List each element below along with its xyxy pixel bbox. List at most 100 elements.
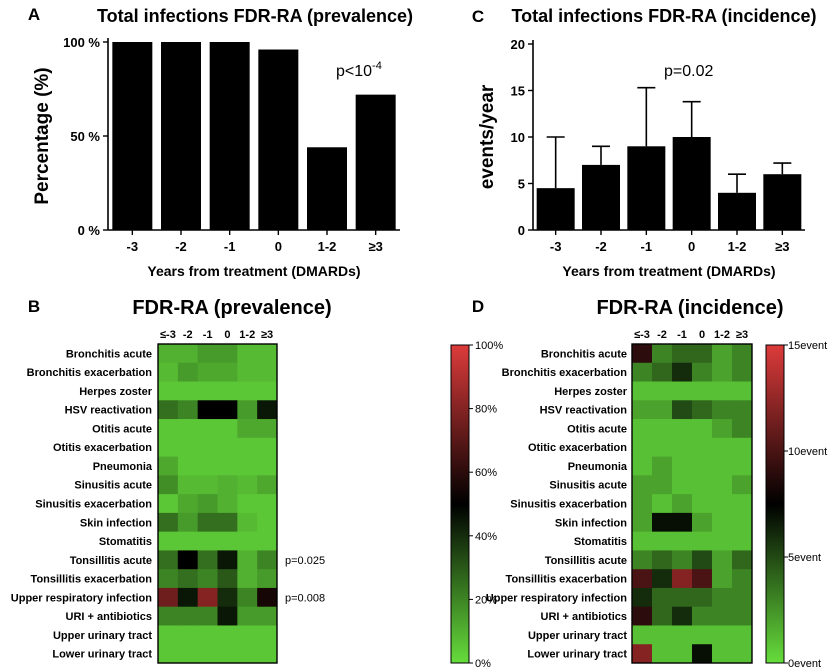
heatmap-cell (217, 456, 238, 476)
heatmap-cell (217, 381, 238, 401)
row-label: Sinusitis acute (74, 480, 152, 492)
heatmap-cell (652, 644, 673, 664)
heatmap-cell (672, 587, 693, 608)
column-label: ≥3 (261, 329, 273, 341)
heatmap-cell (732, 381, 753, 401)
bar (763, 174, 802, 230)
chart-title: Total infections FDR-RA (incidence) (511, 6, 816, 26)
heatmap-cell (652, 550, 673, 570)
heatmap-cell (197, 419, 218, 439)
heatmap-cell (632, 381, 653, 401)
p-value-text: p<10 (336, 63, 372, 80)
heatmap-cell (732, 437, 753, 457)
bar (307, 147, 347, 230)
column-label: -1 (203, 329, 213, 341)
heatmap-cell (197, 344, 218, 364)
row-label: Stomatitis (99, 536, 152, 548)
colorbar-label: 15event (788, 340, 827, 352)
row-label: Herpes zoster (554, 386, 627, 398)
heatmap-cell (632, 400, 653, 420)
heatmap-cell (177, 606, 199, 626)
heatmap-cell (197, 475, 218, 495)
colorbar (450, 344, 470, 664)
heatmap-cell (197, 512, 218, 533)
heatmap-cell (692, 381, 713, 401)
y-tick-label: 0 (518, 223, 525, 238)
panel-label: A (28, 5, 40, 24)
heatmap-cell (712, 475, 733, 495)
heatmap-cell (197, 456, 218, 476)
heatmap-cell (652, 437, 673, 457)
y-tick-label: 15 (511, 84, 525, 99)
bar-chart-a: A Total infections FDR-RA (prevalence) 0 %… (28, 5, 413, 279)
heatmap-cell (257, 644, 278, 664)
heatmap-cell (217, 437, 238, 457)
heatmap-cell (712, 512, 733, 533)
heatmap-cell (177, 550, 199, 570)
row-p-value: p=0.025 (285, 555, 325, 567)
heatmap-cell (732, 644, 753, 664)
heatmap-cell (257, 419, 278, 439)
row-label: Pneumonia (93, 461, 153, 473)
heatmap-cell (217, 362, 238, 382)
x-tick-label: -2 (175, 239, 187, 254)
row-label: Bronchitis acute (66, 348, 152, 360)
heatmap-cell (158, 362, 179, 382)
column-label: -2 (183, 329, 193, 341)
x-axis-label: Years from treatment (DMARDs) (147, 263, 360, 279)
row-label: Sinusitis exacerbation (35, 499, 152, 511)
x-tick-label: -2 (595, 239, 607, 254)
heatmap-cell (158, 550, 179, 570)
column-label: ≤-3 (160, 329, 176, 341)
chart-title: Total infections FDR-RA (prevalence) (97, 6, 413, 26)
heatmap-cell (197, 362, 218, 382)
heatmap-cell (672, 344, 693, 364)
heatmap-cell (197, 437, 218, 457)
heatmap-cell (237, 550, 258, 570)
x-tick-label: 1-2 (318, 239, 337, 254)
heatmap-cell (217, 606, 238, 626)
heatmap-cell (712, 531, 733, 551)
heatmap-cell (732, 362, 753, 382)
heatmap-cell (712, 569, 733, 589)
heatmap-cell (197, 531, 218, 551)
heatmap-cell (692, 625, 713, 645)
heatmap-cell (732, 456, 753, 476)
heatmap-cell (237, 494, 258, 514)
heatmap-cell (692, 644, 713, 664)
heatmap-cell (672, 400, 693, 420)
heatmap-cell (712, 456, 733, 476)
heatmap-cell (257, 362, 278, 382)
heatmap-cell (652, 606, 673, 626)
heatmap-cell (732, 531, 753, 551)
row-label: Sinusitis exacerbation (510, 499, 627, 511)
row-label: Tonsillitis exacerbation (31, 574, 153, 586)
heatmap-cell (237, 606, 258, 626)
heatmap-cell (197, 381, 218, 401)
bar (258, 49, 299, 230)
column-label: -2 (657, 329, 667, 341)
heatmap-cell (257, 569, 278, 589)
row-label: Upper respiratory infection (486, 592, 627, 604)
heatmap-cell (217, 644, 238, 664)
heatmap-cell (197, 587, 218, 608)
heatmap-cell (632, 550, 653, 570)
heatmap-cell (257, 344, 278, 364)
row-label: Pneumonia (568, 461, 628, 473)
heatmap-cell (158, 606, 179, 626)
heatmap-cell (652, 456, 673, 476)
row-label: Stomatitis (574, 536, 627, 548)
heatmap-cell (652, 587, 673, 608)
heatmap-cell (257, 606, 278, 626)
heatmap-cell (712, 644, 733, 664)
heatmap-cell (237, 625, 258, 645)
heatmap-cell (217, 569, 238, 589)
column-label: 1-2 (239, 329, 255, 341)
colorbar-label: 60% (475, 467, 497, 479)
panel-label: C (472, 7, 484, 26)
column-label: 1-2 (714, 329, 730, 341)
heatmap-cell (672, 437, 693, 457)
bar (718, 192, 756, 230)
heatmap-cell (158, 400, 179, 420)
heatmap-cell (712, 381, 733, 401)
